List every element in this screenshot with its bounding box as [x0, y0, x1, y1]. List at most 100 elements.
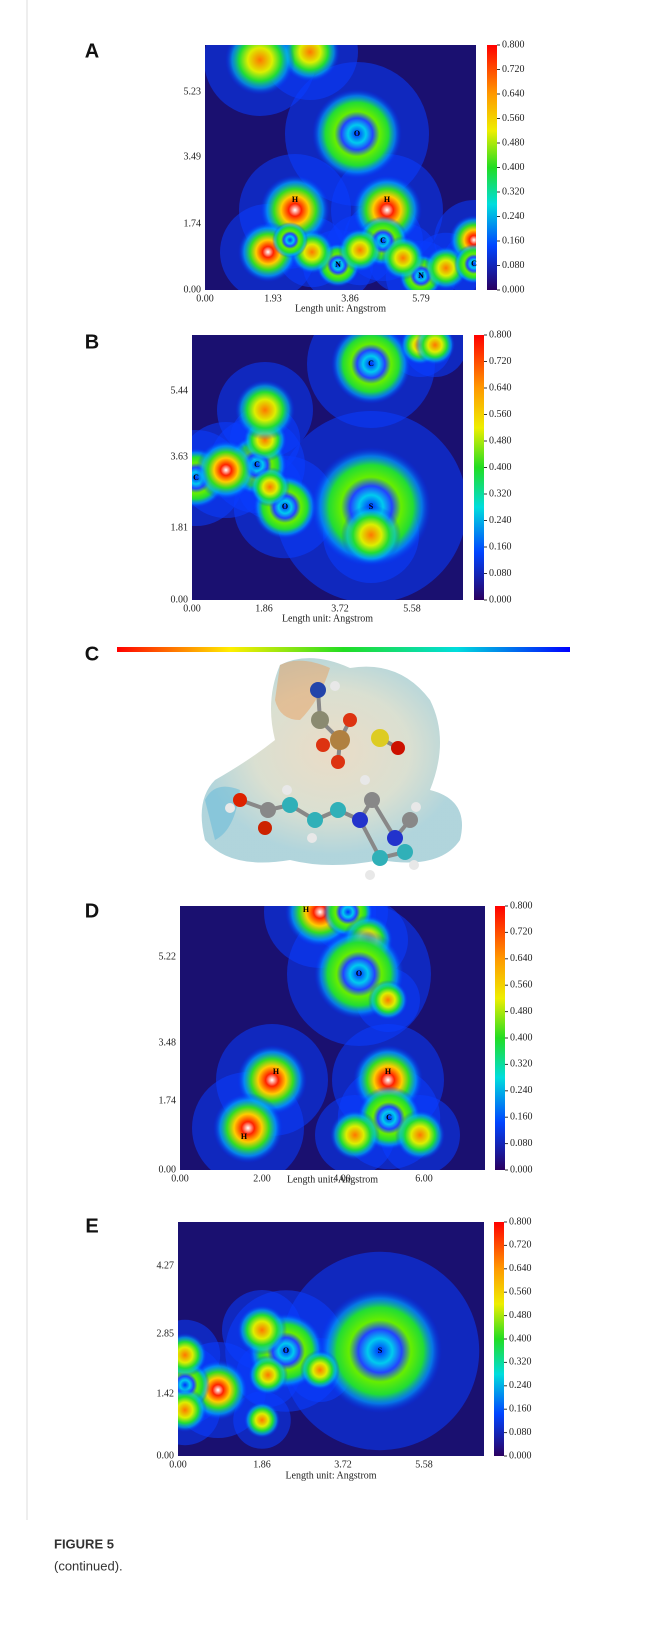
- x-tick-label: 6.00: [415, 1173, 433, 1184]
- density-blob: [368, 980, 408, 1020]
- panel-label: B: [85, 331, 99, 353]
- colorbar-tick-label: 0.800: [510, 900, 533, 911]
- colorbar-tick-label: 0.080: [502, 260, 525, 271]
- colorbar-tick-label: 0.720: [509, 1240, 532, 1251]
- x-tick-label: 5.58: [403, 603, 421, 614]
- colorbar-tick-label: 0.720: [502, 64, 525, 75]
- atom-label: S: [378, 1346, 383, 1355]
- colorbar-tick-label: 0.000: [510, 1164, 533, 1175]
- colorbar-tick-label: 0.560: [509, 1286, 532, 1297]
- x-tick-label: 1.86: [253, 1459, 271, 1470]
- atom-label: H: [303, 905, 310, 914]
- atom-label: C: [471, 259, 477, 268]
- colorbar-tick-label: 0.080: [509, 1427, 532, 1438]
- colorbar: [494, 1222, 504, 1456]
- colorbar: [474, 335, 484, 600]
- density-blob: [395, 1110, 445, 1160]
- density-blob: [341, 505, 401, 565]
- atom-label: S: [369, 502, 374, 511]
- atom-label: C: [380, 236, 386, 245]
- y-tick-label: 1.42: [157, 1388, 175, 1399]
- atom-label: O: [356, 969, 362, 978]
- colorbar-tick-label: 0.480: [509, 1310, 532, 1321]
- heatmap: [148, 300, 467, 603]
- colorbar-tick-label: 0.000: [489, 594, 512, 605]
- y-tick-label: 1.74: [184, 218, 202, 229]
- colorbar-tick-label: 0.240: [502, 211, 525, 222]
- x-tick-label: 1.93: [264, 293, 282, 304]
- y-tick-label: 4.27: [157, 1260, 175, 1271]
- colorbar-tick-label: 0.640: [502, 88, 525, 99]
- colorbar-tick-label: 0.720: [510, 927, 533, 938]
- colorbar-tick-label: 0.320: [502, 186, 525, 197]
- atom-label: C: [254, 460, 260, 469]
- colorbar-tick-label: 0.400: [509, 1333, 532, 1344]
- panel-label: A: [85, 40, 99, 62]
- atom-label: H: [241, 1132, 248, 1141]
- x-axis-title: Length unit: Angstrom: [285, 1470, 376, 1481]
- figure: FIGURE 5 (continued). AOHHCNNC0.8000.720…: [0, 0, 667, 1636]
- x-axis-title: Length unit: Angstrom: [282, 613, 373, 624]
- y-tick-label: 2.85: [157, 1328, 175, 1339]
- y-tick-label: 3.49: [184, 151, 202, 162]
- y-tick-label: 3.63: [171, 451, 189, 462]
- atom-label: C: [193, 473, 199, 482]
- density-blob: [272, 222, 308, 258]
- colorbar-tick-label: 0.160: [510, 1111, 533, 1122]
- colorbar-tick-label: 0.560: [489, 409, 512, 420]
- density-blob: [213, 1093, 283, 1163]
- x-tick-label: 5.58: [415, 1459, 433, 1470]
- x-tick-label: 0.00: [196, 293, 214, 304]
- density-blob: [415, 325, 455, 365]
- atom-label: N: [418, 271, 424, 280]
- colorbar-tick-label: 0.240: [509, 1380, 532, 1391]
- colorbar-tick-label: 0.400: [510, 1032, 533, 1043]
- colorbar-tick-label: 0.320: [509, 1357, 532, 1368]
- density-blob: [338, 228, 382, 272]
- atom-label: O: [282, 502, 288, 511]
- colorbar-tick-label: 0.320: [489, 488, 512, 499]
- colorbar-tick-label: 0.240: [489, 515, 512, 526]
- colorbar: [495, 906, 505, 1170]
- colorbar-tick-label: 0.400: [502, 162, 525, 173]
- colorbar-tick-label: 0.320: [510, 1059, 533, 1070]
- y-tick-label: 5.44: [171, 385, 189, 396]
- panel-label: C: [85, 643, 99, 665]
- caption-text: (continued).: [54, 1558, 123, 1573]
- atom-label: N: [335, 260, 341, 269]
- colorbar-tick-label: 0.400: [489, 462, 512, 473]
- x-tick-label: 0.00: [171, 1173, 189, 1184]
- colorbar-tick-label: 0.800: [489, 329, 512, 340]
- density-blob: [163, 1333, 207, 1377]
- density-blob: [237, 1305, 287, 1355]
- y-tick-label: 1.81: [171, 522, 189, 533]
- y-tick-label: 1.74: [159, 1095, 177, 1106]
- atom-label: H: [385, 1067, 392, 1076]
- atom-label: H: [384, 195, 391, 204]
- colorbar-tick-label: 0.480: [489, 435, 512, 446]
- colorbar-tick-label: 0.080: [489, 568, 512, 579]
- colorbar-tick-label: 0.800: [509, 1216, 532, 1227]
- heatmap: [145, 1222, 484, 1456]
- y-tick-label: 5.22: [159, 951, 177, 962]
- x-tick-label: 0.00: [183, 603, 201, 614]
- atom-label: O: [283, 1346, 289, 1355]
- atom-label: O: [354, 129, 360, 138]
- y-tick-label: 3.48: [159, 1037, 177, 1048]
- panel-label: D: [85, 900, 99, 922]
- x-tick-label: 1.86: [255, 603, 273, 614]
- density-blob: [235, 380, 295, 440]
- x-tick-label: 5.79: [412, 293, 430, 304]
- colorbar-tick-label: 0.240: [510, 1085, 533, 1096]
- colorbar-tick-label: 0.640: [509, 1263, 532, 1274]
- x-axis-title: Length unit: Angstrom: [295, 303, 386, 314]
- atom-label: H: [292, 195, 299, 204]
- y-tick-label: 5.23: [184, 86, 202, 97]
- colorbar-tick-label: 0.160: [489, 541, 512, 552]
- colorbar-tick-label: 0.000: [502, 284, 525, 295]
- atom-label: C: [386, 1113, 392, 1122]
- molecule: [202, 658, 462, 880]
- colorbar-tick-label: 0.560: [510, 979, 533, 990]
- atom-label: H: [273, 1067, 280, 1076]
- colorbar-tick-label: 0.480: [502, 137, 525, 148]
